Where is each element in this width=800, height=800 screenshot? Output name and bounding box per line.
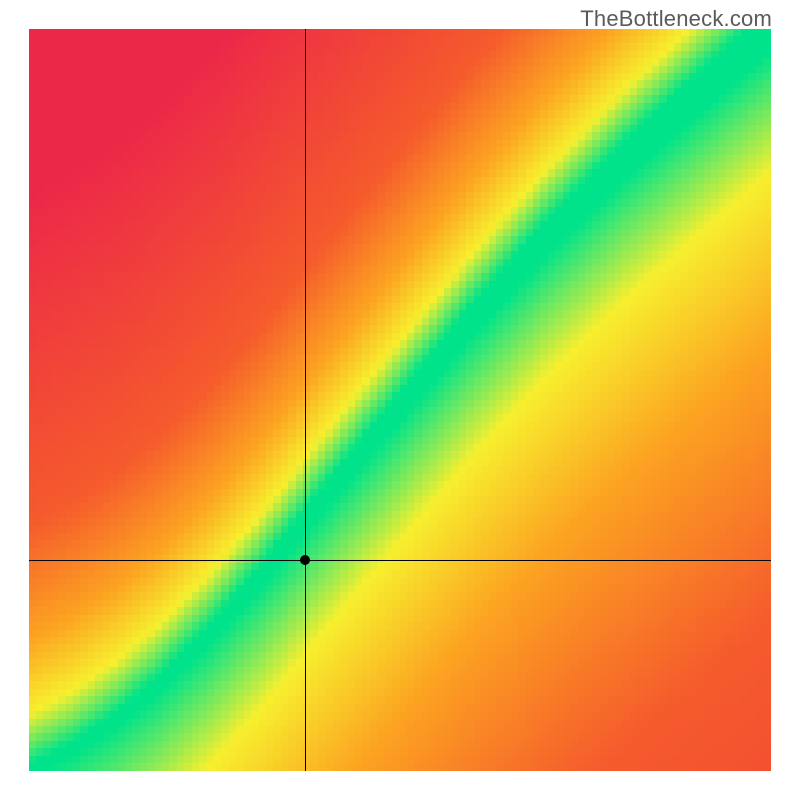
heatmap-canvas bbox=[29, 29, 771, 771]
heatmap-chart[interactable] bbox=[29, 29, 771, 771]
bottleneck-heatmap-container: TheBottleneck.com bbox=[0, 0, 800, 800]
